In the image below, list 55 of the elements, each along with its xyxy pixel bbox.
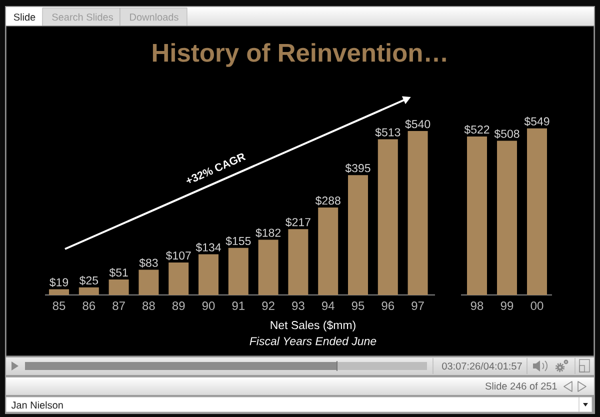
- bar: [408, 131, 428, 295]
- text: Slide 246 of 251: [485, 382, 557, 390]
- x-tick-label: 98: [470, 302, 484, 310]
- data-label: $395: [345, 164, 370, 173]
- text: Jan Nielson: [11, 401, 63, 409]
- bar: [168, 262, 189, 295]
- data-label: $19: [50, 278, 68, 288]
- bar: [78, 287, 99, 295]
- text: Search Slides: [52, 13, 113, 21]
- bar: [138, 270, 159, 295]
- text: Fiscal Years Ended June: [250, 336, 376, 346]
- x-tick-label: 87: [112, 302, 125, 310]
- bar: [198, 254, 218, 295]
- x-tick-label: 91: [232, 302, 244, 310]
- x-axis-title: Net Sales ($mm): [270, 320, 356, 332]
- bar: [348, 175, 368, 295]
- data-label: $508: [494, 129, 520, 139]
- data-label: $51: [109, 268, 128, 278]
- chart-title: History of Reinvention…: [152, 43, 446, 67]
- data-label: $522: [464, 125, 490, 134]
- data-label: $540: [405, 120, 430, 129]
- data-label: $288: [315, 196, 340, 206]
- data-label: $83: [139, 258, 158, 268]
- bar: [318, 208, 338, 295]
- text: Slide: [14, 13, 36, 21]
- bar: [49, 289, 70, 295]
- data-label: $217: [286, 218, 310, 227]
- data-label: $25: [79, 276, 98, 286]
- x-tick-label: 95: [352, 302, 364, 310]
- bar: [258, 240, 278, 295]
- x-tick-label: 00: [530, 302, 544, 310]
- x-tick-label: 92: [262, 302, 274, 310]
- data-label: $134: [196, 242, 221, 252]
- x-tick-label: 96: [382, 302, 394, 310]
- x-tick-label: 94: [322, 302, 334, 310]
- x-tick-label: 99: [500, 302, 514, 310]
- x-tick-label: 97: [412, 302, 424, 310]
- bar: [378, 139, 398, 295]
- bar: [108, 280, 129, 295]
- x-tick-label: 89: [172, 302, 185, 310]
- data-label: $549: [524, 116, 550, 126]
- annotation: +32% CAGR: [186, 153, 246, 184]
- x-tick-label: 88: [142, 302, 155, 310]
- data-label: $513: [375, 128, 400, 138]
- x-tick-label: 86: [82, 302, 96, 310]
- bar: [228, 248, 248, 295]
- bar: [288, 229, 308, 295]
- data-label: $155: [226, 236, 251, 246]
- text: Downloads: [130, 13, 178, 21]
- x-tick-label: 90: [202, 302, 215, 310]
- data-label: $182: [256, 228, 281, 238]
- x-tick-label: 85: [52, 302, 66, 310]
- text: 03:07:26/04:01:57: [442, 362, 522, 370]
- data-label: $107: [166, 250, 191, 260]
- x-tick-label: 93: [292, 302, 304, 310]
